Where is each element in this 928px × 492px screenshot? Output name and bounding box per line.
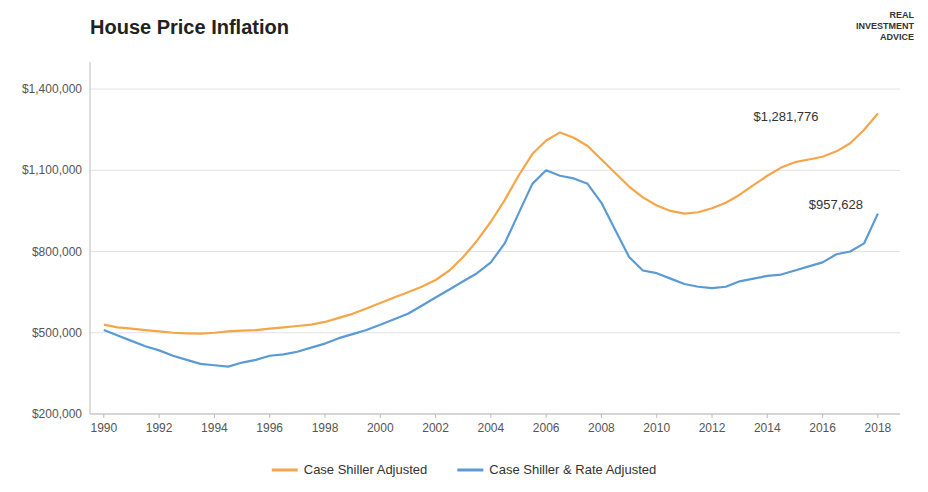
watermark: REALINVESTMENTADVICE bbox=[856, 10, 915, 42]
x-axis-line bbox=[90, 414, 900, 415]
annotation: $957,628 bbox=[809, 197, 863, 212]
y-tick-label: $800,000 bbox=[32, 245, 82, 259]
x-tick bbox=[435, 414, 436, 418]
x-tick bbox=[656, 414, 657, 418]
x-tick bbox=[269, 414, 270, 418]
x-tick-label: 1994 bbox=[201, 421, 228, 435]
y-tick-label: $200,000 bbox=[32, 407, 82, 421]
legend-item: Case Shiller Adjusted bbox=[272, 462, 428, 477]
x-tick-label: 1998 bbox=[312, 421, 339, 435]
grid-line bbox=[90, 89, 900, 90]
x-tick bbox=[546, 414, 547, 418]
series-line bbox=[104, 170, 878, 366]
chart: House Price Inflation $200,000 $500,000 $80… bbox=[0, 0, 928, 492]
y-tick-label: $500,000 bbox=[32, 326, 82, 340]
x-tick-label: 2016 bbox=[809, 421, 836, 435]
grid-line bbox=[90, 414, 900, 415]
x-tick-label: 1992 bbox=[146, 421, 173, 435]
x-tick-label: 1990 bbox=[90, 421, 117, 435]
legend-swatch bbox=[457, 469, 483, 472]
x-tick-label: 2002 bbox=[422, 421, 449, 435]
legend-swatch bbox=[272, 469, 298, 472]
x-tick bbox=[822, 414, 823, 418]
legend-label: Case Shiller & Rate Adjusted bbox=[489, 462, 656, 477]
x-tick bbox=[103, 414, 104, 418]
x-tick bbox=[767, 414, 768, 418]
y-tick-label: $1,100,000 bbox=[22, 163, 82, 177]
legend-label: Case Shiller Adjusted bbox=[304, 462, 428, 477]
annotation: $1,281,776 bbox=[753, 109, 818, 124]
x-tick bbox=[712, 414, 713, 418]
x-tick-label: 2010 bbox=[643, 421, 670, 435]
x-tick-label: 2014 bbox=[754, 421, 781, 435]
x-tick-label: 2004 bbox=[478, 421, 505, 435]
x-tick-label: 2006 bbox=[533, 421, 560, 435]
x-tick-label: 2018 bbox=[865, 421, 892, 435]
x-tick bbox=[490, 414, 491, 418]
lines bbox=[104, 113, 878, 366]
x-tick bbox=[324, 414, 325, 418]
x-tick-label: 2012 bbox=[699, 421, 726, 435]
title: House Price Inflation bbox=[90, 16, 289, 38]
grid-line bbox=[90, 251, 900, 252]
y-axis-line bbox=[90, 62, 91, 414]
x-tick bbox=[601, 414, 602, 418]
x-tick-label: 2008 bbox=[588, 421, 615, 435]
series-line bbox=[104, 113, 878, 333]
x-tick-label: 2000 bbox=[367, 421, 394, 435]
legend-item: Case Shiller & Rate Adjusted bbox=[457, 462, 656, 477]
legend: Case Shiller Adjusted Case Shiller & Rate… bbox=[272, 462, 657, 477]
y-grid bbox=[90, 89, 900, 414]
x-tick bbox=[214, 414, 215, 418]
x-tick bbox=[380, 414, 381, 418]
x-tick bbox=[877, 414, 878, 418]
x-tick bbox=[159, 414, 160, 418]
y-tick-label: $1,400,000 bbox=[22, 82, 82, 96]
x-tick-label: 1996 bbox=[256, 421, 283, 435]
